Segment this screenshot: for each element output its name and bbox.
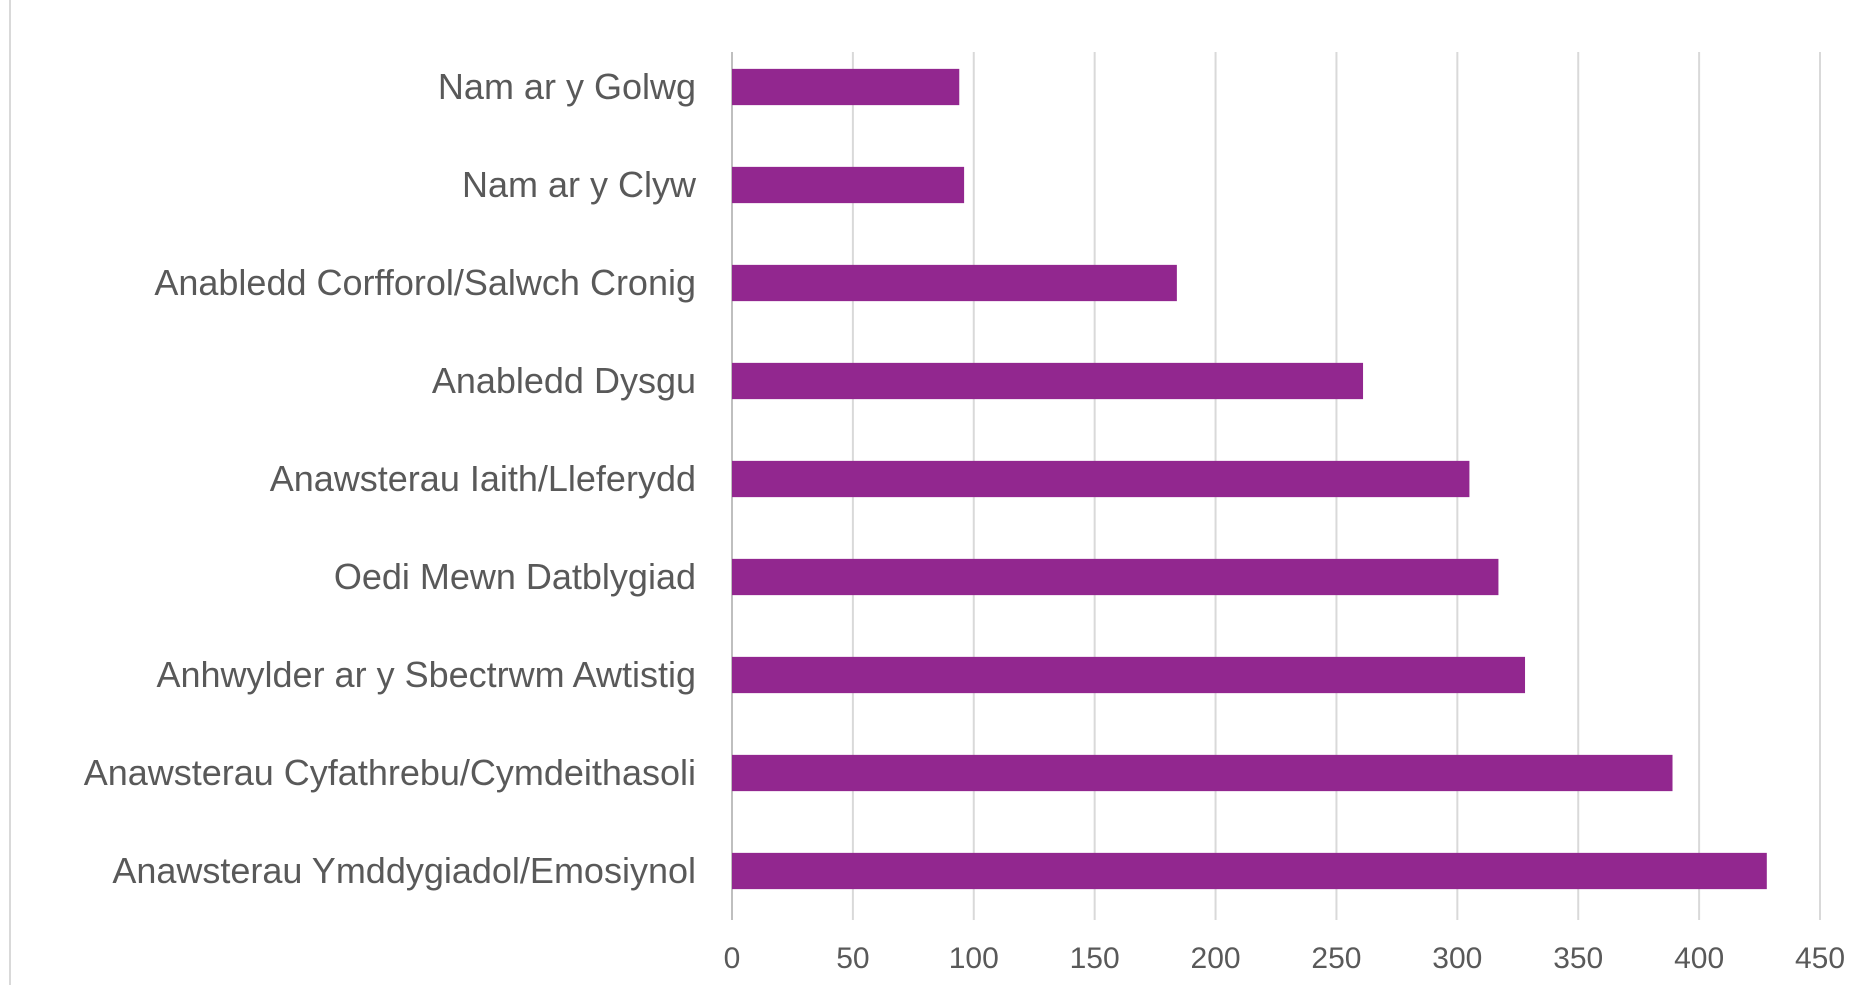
category-label: Nam ar y Golwg — [438, 66, 696, 107]
category-label: Nam ar y Clyw — [462, 164, 697, 205]
category-label: Oedi Mewn Datblygiad — [334, 556, 696, 597]
x-tick-label: 450 — [1795, 942, 1845, 975]
x-tick-label: 0 — [724, 942, 741, 975]
bar — [732, 362, 1364, 400]
category-label: Anawsterau Cyfathrebu/Cymdeithasoli — [84, 752, 696, 793]
bar — [732, 460, 1470, 498]
x-tick-label: 100 — [949, 942, 999, 975]
bar — [732, 558, 1499, 596]
category-labels: Nam ar y Golwg Nam ar y Clyw Anabledd Corf… — [84, 66, 697, 891]
bar — [732, 852, 1767, 890]
bar — [732, 166, 965, 204]
bar — [732, 754, 1673, 792]
x-tick-label: 400 — [1674, 942, 1724, 975]
category-label: Anabledd Corfforol/Salwch Cronig — [154, 262, 696, 303]
x-tick-labels: 0 50 100 150 200 250 300 350 400 450 — [724, 942, 1845, 975]
category-label: Anawsterau Ymddygiadol/Emosiynol — [112, 850, 696, 891]
x-tick-label: 300 — [1432, 942, 1482, 975]
category-label: Anabledd Dysgu — [432, 360, 696, 401]
bar — [732, 264, 1177, 302]
x-tick-label: 50 — [836, 942, 869, 975]
x-tick-label: 250 — [1311, 942, 1361, 975]
category-label: Anawsterau Iaith/Lleferydd — [270, 458, 696, 499]
x-tick-label: 150 — [1070, 942, 1120, 975]
bars — [732, 68, 1767, 890]
bar — [732, 656, 1526, 694]
x-tick-label: 350 — [1553, 942, 1603, 975]
x-tick-label: 200 — [1191, 942, 1241, 975]
bar — [732, 68, 960, 106]
category-label: Anhwylder ar y Sbectrwm Awtistig — [156, 654, 696, 695]
